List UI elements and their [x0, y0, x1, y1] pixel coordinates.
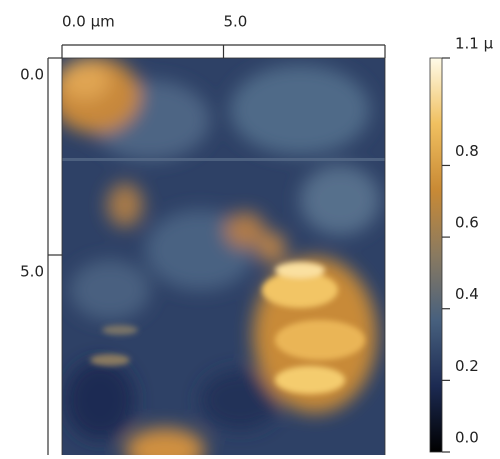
- colorbar-tick-label: 0.4: [455, 285, 479, 303]
- colorbar-tick-label: 0.2: [455, 357, 479, 375]
- colorbar-tick-label: 0.6: [455, 214, 479, 232]
- colorbar-tick-label: 0.8: [455, 142, 479, 160]
- afm-image: [62, 58, 385, 458]
- y-tick-label: 5.0: [20, 263, 44, 281]
- y-tick-label: 0.0: [20, 66, 44, 84]
- x-tick-label: 5.0: [224, 13, 248, 31]
- colorbar-tick-label: 0.0: [455, 429, 479, 447]
- colorbar: [429, 57, 443, 453]
- colorbar-tick-label: 1.1 µ: [455, 35, 494, 53]
- x-tick-label: 0.0 µm: [62, 13, 115, 31]
